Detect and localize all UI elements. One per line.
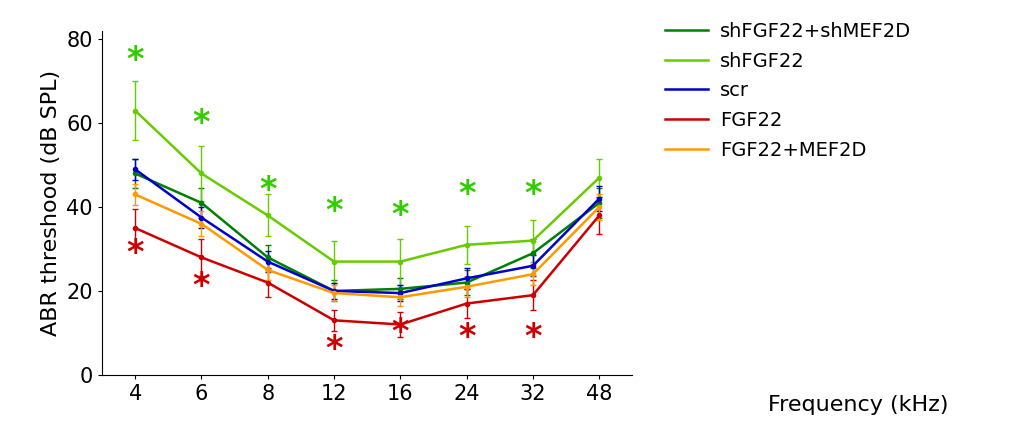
Text: *: * [259,174,276,207]
Text: *: * [193,270,210,303]
Legend: shFGF22+shMEF2D, shFGF22, scr, FGF22, FGF22+MEF2D: shFGF22+shMEF2D, shFGF22, scr, FGF22, FG… [657,14,918,168]
Text: *: * [524,178,541,211]
Text: *: * [391,316,409,349]
Text: *: * [458,321,475,354]
Text: *: * [126,44,144,77]
Text: *: * [524,321,541,354]
Text: *: * [193,107,210,140]
Text: Frequency (kHz): Frequency (kHz) [767,395,948,415]
Text: *: * [458,178,475,211]
Text: *: * [126,237,144,270]
Y-axis label: ABR threshood (dB SPL): ABR threshood (dB SPL) [41,70,61,336]
Text: *: * [325,195,342,228]
Text: *: * [325,333,342,366]
Text: *: * [391,199,409,232]
